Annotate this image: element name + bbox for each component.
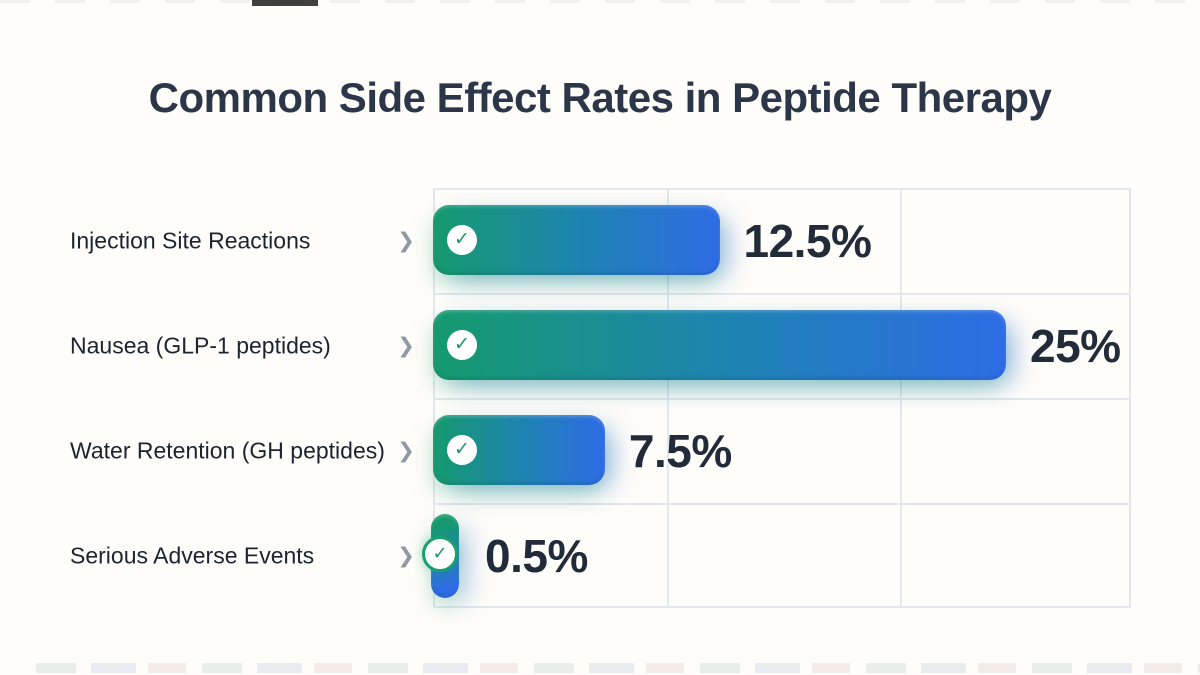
chevron-right-icon[interactable]: ❯ bbox=[397, 544, 415, 567]
chevron-right-icon[interactable]: ❯ bbox=[397, 229, 415, 252]
value-label: 0.5% bbox=[485, 529, 588, 582]
bar-injection-site-reactions[interactable]: ✓ bbox=[433, 205, 720, 275]
chevron-right-icon[interactable]: ❯ bbox=[397, 439, 415, 462]
category-label: Nausea (GLP-1 peptides) bbox=[70, 332, 331, 358]
chart-row: Water Retention (GH peptides) ❯ ✓ 7.5% bbox=[0, 398, 1200, 503]
grid-line bbox=[433, 606, 1131, 608]
value-label: 7.5% bbox=[628, 424, 732, 477]
grid-line bbox=[433, 503, 1131, 505]
check-icon: ✓ bbox=[447, 330, 477, 360]
chart-row: Injection Site Reactions ❯ ✓ 12.5% bbox=[0, 188, 1200, 293]
chart-row: Serious Adverse Events ❯ ✓ 0.5% bbox=[0, 503, 1200, 608]
check-icon: ✓ bbox=[447, 435, 477, 465]
bottom-edge-artifact bbox=[36, 663, 1200, 673]
chart-row: Nausea (GLP-1 peptides) ❯ ✓ 25% bbox=[0, 293, 1200, 398]
page-title: Common Side Effect Rates in Peptide Ther… bbox=[148, 74, 1052, 121]
chart-grid bbox=[433, 188, 1131, 608]
grid-line bbox=[433, 188, 1131, 190]
bar-water-retention-gh-peptides[interactable]: ✓ bbox=[433, 415, 605, 485]
top-dark-mark bbox=[252, 0, 318, 6]
top-edge-artifact bbox=[0, 0, 1200, 3]
category-label: Water Retention (GH peptides) bbox=[70, 437, 385, 463]
chevron-right-icon[interactable]: ❯ bbox=[397, 334, 415, 357]
bar-nausea-glp1-peptides[interactable]: ✓ bbox=[433, 310, 1006, 380]
value-label: 25% bbox=[1030, 319, 1121, 372]
grid-line bbox=[433, 293, 1131, 295]
category-label: Serious Adverse Events bbox=[70, 542, 315, 568]
check-icon: ✓ bbox=[447, 225, 477, 255]
grid-line bbox=[433, 398, 1131, 400]
check-icon: ✓ bbox=[422, 536, 458, 572]
category-label: Injection Site Reactions bbox=[70, 227, 311, 253]
value-label: 12.5% bbox=[743, 214, 872, 267]
